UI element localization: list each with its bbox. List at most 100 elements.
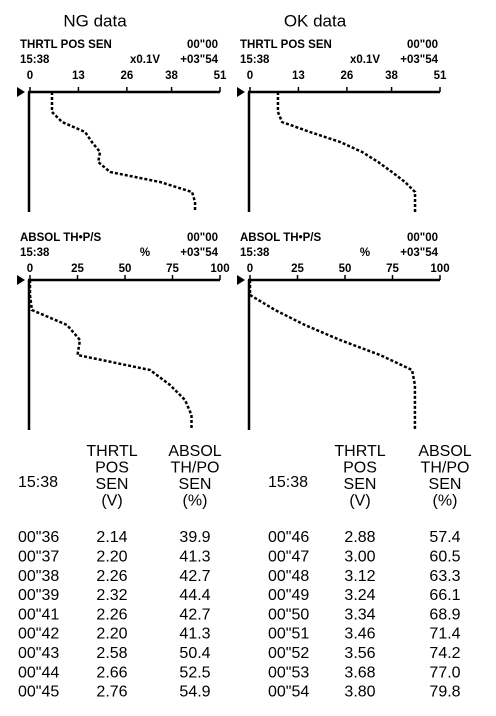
table-cell: 00"44 [18, 664, 59, 681]
x-tick-label: 25 [71, 263, 84, 275]
x-tick-label: 75 [166, 263, 179, 275]
table-cell: 2.58 [96, 645, 127, 662]
column-header: SEN [344, 476, 377, 493]
panel-title: OK data [284, 11, 347, 30]
table-cell: 2.76 [96, 684, 127, 701]
x-tick-label: 51 [434, 70, 447, 82]
time-start: 00"00 [407, 232, 438, 244]
table-cell: 00"54 [268, 684, 309, 701]
table-cell: 41.3 [179, 626, 210, 643]
x-tick-label: 0 [247, 263, 253, 275]
marker-arrow [17, 275, 25, 285]
table-cell: 77.0 [429, 664, 460, 681]
table-cell: 74.2 [429, 645, 460, 662]
table-cell: 00"39 [18, 587, 59, 604]
column-header: POS [343, 460, 377, 477]
time-end: +03"54 [180, 247, 218, 259]
table-cell: 44.4 [179, 587, 210, 604]
x-tick-label: 25 [291, 263, 304, 275]
table-time-header: 15:38 [18, 474, 58, 491]
table-cell: 00"50 [268, 606, 309, 623]
unit: % [360, 247, 370, 259]
x-tick-label: 51 [214, 70, 227, 82]
table-cell: 3.24 [344, 587, 375, 604]
time-start: 00"00 [407, 39, 438, 51]
x-tick-label: 0 [27, 70, 33, 82]
column-header: SEN [429, 476, 462, 493]
table-cell: 54.9 [179, 684, 210, 701]
time-end: +03"54 [400, 247, 438, 259]
unit: % [140, 247, 150, 259]
column-header: (V) [349, 493, 370, 510]
table-cell: 00"37 [18, 549, 59, 566]
trace [28, 280, 193, 430]
column-header: ABSOL [168, 443, 221, 460]
time-start: 00"00 [187, 232, 218, 244]
time-end: +03"54 [180, 54, 218, 66]
x-tick-label: 100 [210, 263, 229, 275]
marker-arrow [237, 87, 245, 97]
x-tick-label: 0 [247, 70, 253, 82]
panel-title: NG data [63, 11, 127, 30]
table-cell: 3.56 [344, 645, 375, 662]
marker-arrow [17, 87, 25, 97]
table-cell: 00"42 [18, 626, 59, 643]
chart-label: ABSOL TH•P/S [240, 232, 321, 244]
table-cell: 79.8 [429, 684, 460, 701]
x-tick-label: 38 [165, 70, 178, 82]
trace [248, 280, 417, 430]
marker-arrow [237, 275, 245, 285]
table-cell: 3.00 [344, 549, 375, 566]
table-cell: 71.4 [429, 626, 460, 643]
x-tick-label: 13 [72, 70, 85, 82]
table-cell: 00"46 [268, 529, 309, 546]
column-header: ABSOL [418, 443, 471, 460]
x-tick-label: 26 [120, 70, 133, 82]
table-cell: 2.20 [96, 549, 127, 566]
x-tick-label: 100 [430, 263, 449, 275]
table-cell: 57.4 [429, 529, 460, 546]
table-cell: 00"53 [268, 664, 309, 681]
table-cell: 2.26 [96, 568, 127, 585]
table-cell: 2.14 [96, 529, 127, 546]
table-cell: 3.80 [344, 684, 375, 701]
table-cell: 2.26 [96, 606, 127, 623]
column-header: (V) [101, 493, 122, 510]
table-cell: 68.9 [429, 606, 460, 623]
column-header: TH/PO [421, 460, 470, 477]
table-cell: 2.20 [96, 626, 127, 643]
time-label: 15:38 [20, 54, 50, 66]
table-cell: 2.88 [344, 529, 375, 546]
table-cell: 52.5 [179, 664, 210, 681]
table-cell: 00"36 [18, 529, 59, 546]
table-cell: 00"47 [268, 549, 309, 566]
time-label: 15:38 [240, 54, 270, 66]
table-cell: 00"48 [268, 568, 309, 585]
table-cell: 00"49 [268, 587, 309, 604]
x-tick-label: 0 [27, 263, 33, 275]
column-header: (%) [433, 493, 458, 510]
table-cell: 41.3 [179, 549, 210, 566]
time-label: 15:38 [240, 247, 270, 259]
trace [276, 92, 417, 212]
column-header: POS [95, 460, 129, 477]
column-header: THRTL [334, 443, 385, 460]
table-cell: 39.9 [179, 529, 210, 546]
table-cell: 00"43 [18, 645, 59, 662]
time-start: 00"00 [187, 39, 218, 51]
table-cell: 00"41 [18, 606, 59, 623]
column-header: THRTL [86, 443, 137, 460]
chart-label: THRTL POS SEN [240, 39, 332, 51]
time-end: +03"54 [400, 54, 438, 66]
table-cell: 00"45 [18, 684, 59, 701]
x-tick-label: 13 [292, 70, 305, 82]
column-header: SEN [179, 476, 212, 493]
x-tick-label: 26 [340, 70, 353, 82]
table-cell: 00"52 [268, 645, 309, 662]
chart-label: ABSOL TH•P/S [20, 232, 101, 244]
column-header: TH/PO [171, 460, 220, 477]
table-cell: 2.66 [96, 664, 127, 681]
chart-label: THRTL POS SEN [20, 39, 112, 51]
table-time-header: 15:38 [268, 474, 308, 491]
